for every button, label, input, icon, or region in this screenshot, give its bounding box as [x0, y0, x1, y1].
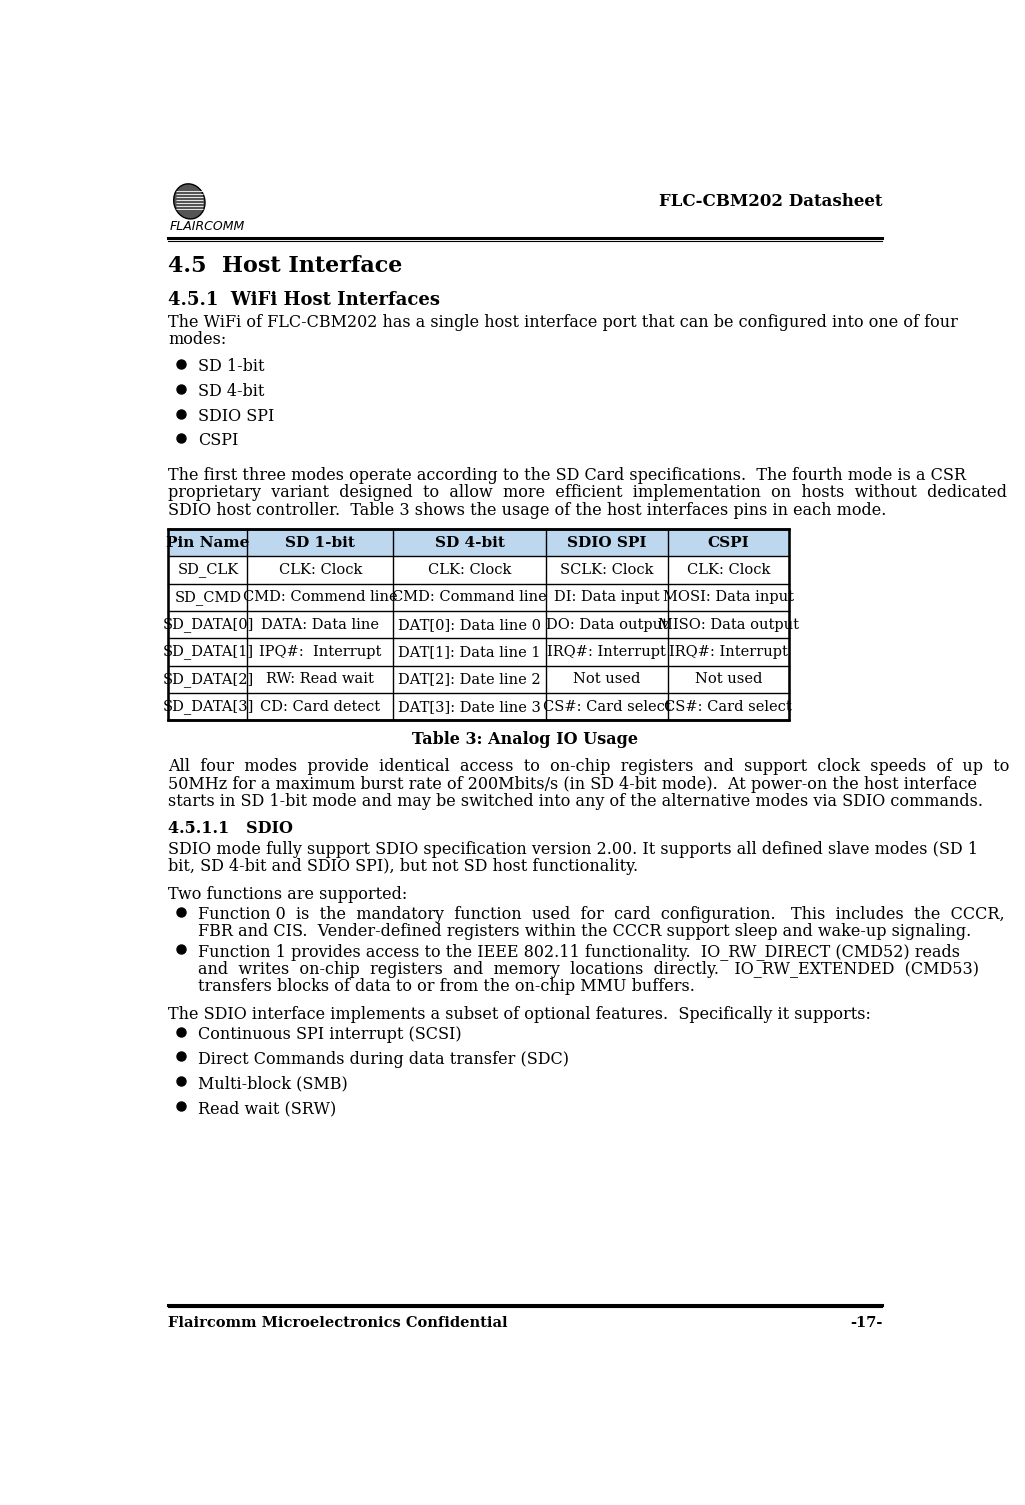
Text: SD_DATA[2]: SD_DATA[2]	[162, 671, 253, 686]
Text: All  four  modes  provide  identical  access  to  on-chip  registers  and  suppo: All four modes provide identical access …	[168, 759, 1010, 775]
Text: FBR and CIS.  Vender-defined registers within the CCCR support sleep and wake-up: FBR and CIS. Vender-defined registers wi…	[198, 923, 971, 941]
Text: 4.5.1.1   SDIO: 4.5.1.1 SDIO	[168, 820, 293, 837]
Text: 4.5  Host Interface: 4.5 Host Interface	[168, 256, 403, 277]
Text: bit, SD 4-bit and SDIO SPI), but not SD host functionality.: bit, SD 4-bit and SDIO SPI), but not SD …	[168, 858, 639, 876]
Text: 50MHz for a maximum burst rate of 200Mbits/s (in SD 4-bit mode).  At power-on th: 50MHz for a maximum burst rate of 200Mbi…	[168, 775, 978, 793]
Text: IRQ#: Interrupt: IRQ#: Interrupt	[547, 646, 666, 659]
Text: SD_DATA[0]: SD_DATA[0]	[162, 617, 253, 632]
Text: CSPI: CSPI	[707, 536, 749, 549]
Text: Table 3: Analog IO Usage: Table 3: Analog IO Usage	[412, 731, 639, 748]
Text: SD_CMD: SD_CMD	[174, 590, 242, 605]
Text: Pin Name: Pin Name	[166, 536, 250, 549]
Text: SDIO SPI: SDIO SPI	[198, 408, 275, 424]
Text: CS#: Card select: CS#: Card select	[543, 700, 670, 713]
Bar	[168, 530, 789, 557]
Text: CMD: Commend line: CMD: Commend line	[243, 590, 398, 605]
Text: CLK: Clock: CLK: Clock	[427, 563, 511, 576]
Bar	[168, 530, 789, 721]
Text: IRQ#: Interrupt: IRQ#: Interrupt	[669, 646, 788, 659]
Text: DAT[3]: Date line 3: DAT[3]: Date line 3	[398, 700, 541, 713]
Text: modes:: modes:	[168, 331, 227, 348]
Text: Multi-block (SMB): Multi-block (SMB)	[198, 1076, 347, 1093]
Text: -17-: -17-	[850, 1317, 883, 1330]
Text: IPQ#:  Interrupt: IPQ#: Interrupt	[259, 646, 381, 659]
Text: The SDIO interface implements a subset of optional features.  Specifically it su: The SDIO interface implements a subset o…	[168, 1005, 871, 1023]
Text: and  writes  on-chip  registers  and  memory  locations  directly.   IO_RW_EXTEN: and writes on-chip registers and memory …	[198, 962, 979, 978]
Text: DI: Data input: DI: Data input	[554, 590, 659, 605]
Text: FLAIRCOMM: FLAIRCOMM	[169, 220, 244, 233]
Text: starts in SD 1-bit mode and may be switched into any of the alternative modes vi: starts in SD 1-bit mode and may be switc…	[168, 793, 983, 810]
Text: Flaircomm Microelectronics Confidential: Flaircomm Microelectronics Confidential	[168, 1317, 508, 1330]
Ellipse shape	[173, 184, 205, 218]
Text: SD_DATA[1]: SD_DATA[1]	[162, 644, 253, 659]
Text: SD 1-bit: SD 1-bit	[198, 358, 264, 375]
Text: Function 0  is  the  mandatory  function  used  for  card  configuration.   This: Function 0 is the mandatory function use…	[198, 906, 1004, 923]
Text: Not used: Not used	[695, 673, 762, 686]
Text: Read wait (SRW): Read wait (SRW)	[198, 1100, 336, 1117]
Text: DAT[1]: Data line 1: DAT[1]: Data line 1	[399, 646, 541, 659]
Text: The WiFi of FLC-CBM202 has a single host interface port that can be configured i: The WiFi of FLC-CBM202 has a single host…	[168, 315, 958, 331]
Text: FLC-CBM202 Datasheet: FLC-CBM202 Datasheet	[659, 193, 883, 209]
Text: SDIO host controller.  Table 3 shows the usage of the host interfaces pins in ea: SDIO host controller. Table 3 shows the …	[168, 501, 887, 519]
Text: proprietary  variant  designed  to  allow  more  efficient  implementation  on  : proprietary variant designed to allow mo…	[168, 485, 1008, 501]
Text: SCLK: Clock: SCLK: Clock	[560, 563, 654, 576]
Bar	[168, 530, 789, 721]
Text: CLK: Clock: CLK: Clock	[279, 563, 362, 576]
Text: Function 1 provides access to the IEEE 802.11 functionality.  IO_RW_DIRECT (CMD5: Function 1 provides access to the IEEE 8…	[198, 944, 959, 960]
Text: MISO: Data output: MISO: Data output	[658, 617, 798, 632]
Text: Direct Commands during data transfer (SDC): Direct Commands during data transfer (SD…	[198, 1050, 569, 1067]
Text: SD_DATA[3]: SD_DATA[3]	[162, 700, 253, 715]
Text: SDIO SPI: SDIO SPI	[567, 536, 647, 549]
Text: DATA: Data line: DATA: Data line	[261, 617, 379, 632]
Text: MOSI: Data input: MOSI: Data input	[663, 590, 793, 605]
Text: The first three modes operate according to the SD Card specifications.  The four: The first three modes operate according …	[168, 467, 967, 485]
Text: DAT[0]: Data line 0: DAT[0]: Data line 0	[398, 617, 541, 632]
Text: CS#: Card select: CS#: Card select	[664, 700, 792, 713]
Text: DO: Data output: DO: Data output	[545, 617, 667, 632]
Text: SD 1-bit: SD 1-bit	[285, 536, 356, 549]
Text: SD_CLK: SD_CLK	[177, 563, 239, 578]
Text: CMD: Command line: CMD: Command line	[393, 590, 547, 605]
Text: transfers blocks of data to or from the on-chip MMU buffers.: transfers blocks of data to or from the …	[198, 978, 695, 995]
Text: Continuous SPI interrupt (SCSI): Continuous SPI interrupt (SCSI)	[198, 1026, 461, 1043]
Text: SDIO mode fully support SDIO specification version 2.00. It supports all defined: SDIO mode fully support SDIO specificati…	[168, 841, 979, 858]
Text: CSPI: CSPI	[198, 432, 238, 450]
Text: DAT[2]: Date line 2: DAT[2]: Date line 2	[398, 673, 541, 686]
Text: CD: Card detect: CD: Card detect	[260, 700, 380, 713]
Text: RW: Read wait: RW: Read wait	[266, 673, 374, 686]
Text: Not used: Not used	[573, 673, 641, 686]
Text: CLK: Clock: CLK: Clock	[687, 563, 770, 576]
Text: Two functions are supported:: Two functions are supported:	[168, 885, 408, 903]
Text: 4.5.1  WiFi Host Interfaces: 4.5.1 WiFi Host Interfaces	[168, 290, 441, 309]
Text: SD 4-bit: SD 4-bit	[198, 384, 264, 400]
Text: SD 4-bit: SD 4-bit	[435, 536, 504, 549]
